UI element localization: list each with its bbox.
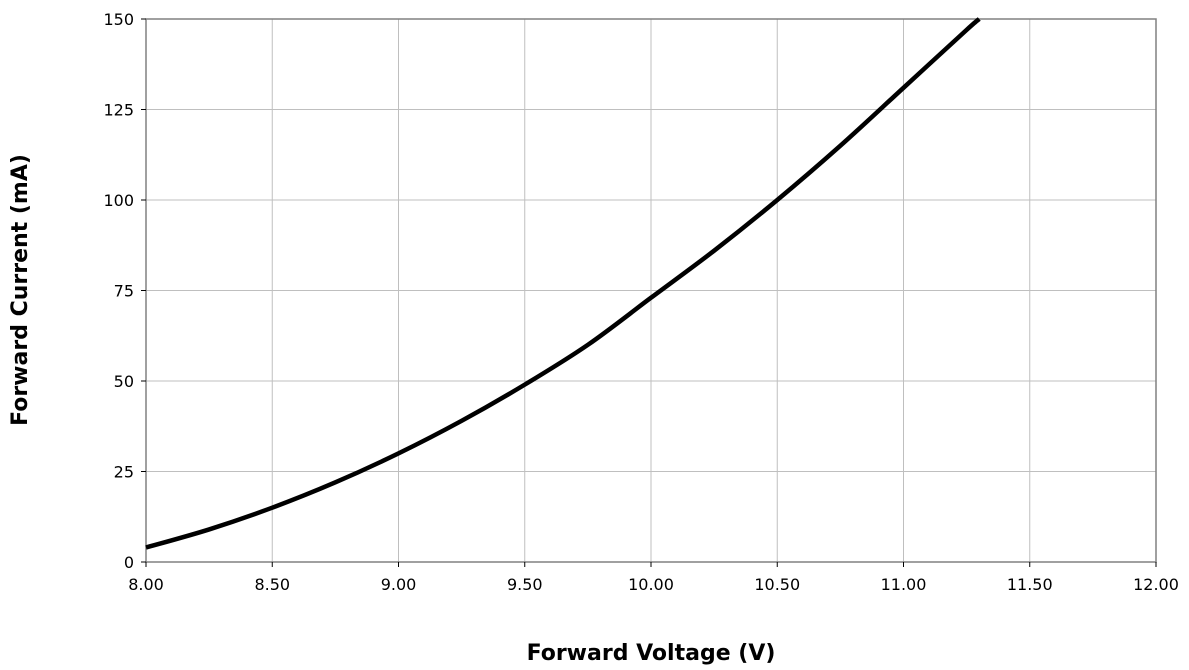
y-tick-label: 150 bbox=[103, 10, 134, 29]
y-tick-label: 25 bbox=[114, 463, 134, 482]
series-layer bbox=[145, 17, 981, 550]
y-tick-label: 125 bbox=[103, 101, 134, 120]
y-tick-label: 50 bbox=[114, 372, 134, 391]
x-tick-label: 9.00 bbox=[381, 575, 417, 594]
grid bbox=[146, 19, 1156, 562]
x-tick-label: 8.50 bbox=[254, 575, 290, 594]
x-tick-label: 8.00 bbox=[128, 575, 164, 594]
y-tick-label: 75 bbox=[114, 282, 134, 301]
y-tick-label: 100 bbox=[103, 191, 134, 210]
y-axis-title: Forward Current (mA) bbox=[8, 154, 33, 426]
y-axis-tick-labels: 0 25 50 75 100 125 150 bbox=[103, 10, 134, 572]
x-tick-label: 10.00 bbox=[628, 575, 674, 594]
x-tick-label: 12.00 bbox=[1133, 575, 1179, 594]
y-tick-label: 0 bbox=[124, 553, 134, 572]
axis-ticks bbox=[141, 18, 1157, 567]
x-tick-label: 10.50 bbox=[754, 575, 800, 594]
x-tick-label: 11.00 bbox=[881, 575, 927, 594]
x-axis-tick-labels: 8.00 8.50 9.00 9.50 10.00 10.50 11.00 11.50 12.0… bbox=[128, 575, 1179, 594]
x-tick-label: 11.50 bbox=[1007, 575, 1053, 594]
series-line-0 bbox=[145, 17, 981, 550]
x-axis-title: Forward Voltage (V) bbox=[527, 641, 776, 666]
x-tick-label: 9.50 bbox=[507, 575, 543, 594]
